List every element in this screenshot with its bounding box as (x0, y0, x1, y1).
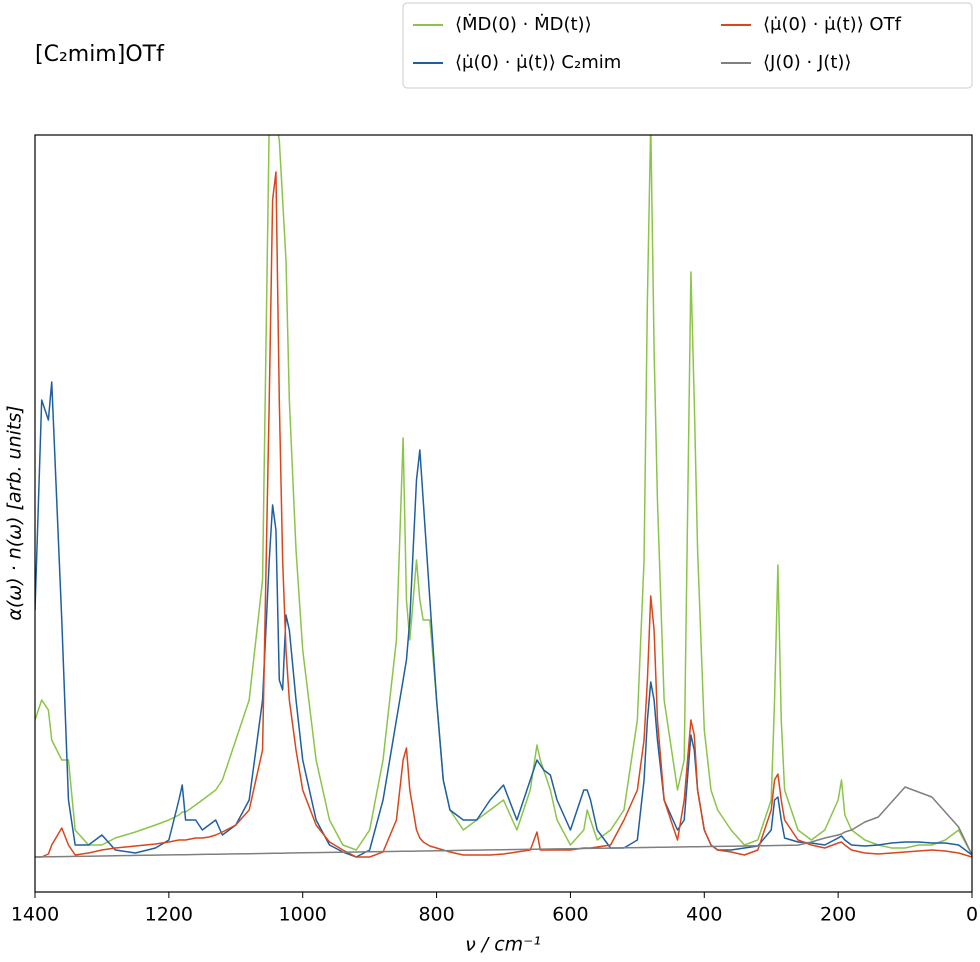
legend-box (402, 2, 973, 89)
x-tick-label: 1200 (145, 904, 193, 926)
legend-label: ⟨ṀD(0) · ṀD(t)⟩ (455, 14, 592, 35)
x-tick-label: 800 (418, 904, 454, 926)
x-tick-label: 600 (552, 904, 588, 926)
plot-frame (34, 134, 973, 893)
legend-label: ⟨J(0) · J(t)⟩ (763, 52, 851, 73)
x-tick-label: 1400 (11, 904, 59, 926)
series-line (35, 381, 972, 858)
x-tick-label: 400 (686, 904, 722, 926)
series-line (35, 135, 972, 856)
legend-label: ⟨μ̇(0) · μ̇(t)⟩ C₂mim (455, 52, 621, 73)
x-tick-label: 1000 (279, 904, 327, 926)
series-line (35, 786, 972, 858)
plot-lines (35, 135, 972, 858)
legend-label: ⟨μ̇(0) · μ̇(t)⟩ OTf (763, 14, 902, 35)
y-axis-label: α(ω) · n(ω) [arb. units] (4, 405, 26, 620)
x-tick-label: 200 (820, 904, 856, 926)
x-tick-label: 0 (966, 904, 978, 926)
chart-title: [C₂mim]OTf (35, 42, 165, 67)
x-axis-label: ν / cm⁻¹ (465, 934, 541, 956)
series-line (35, 171, 972, 858)
